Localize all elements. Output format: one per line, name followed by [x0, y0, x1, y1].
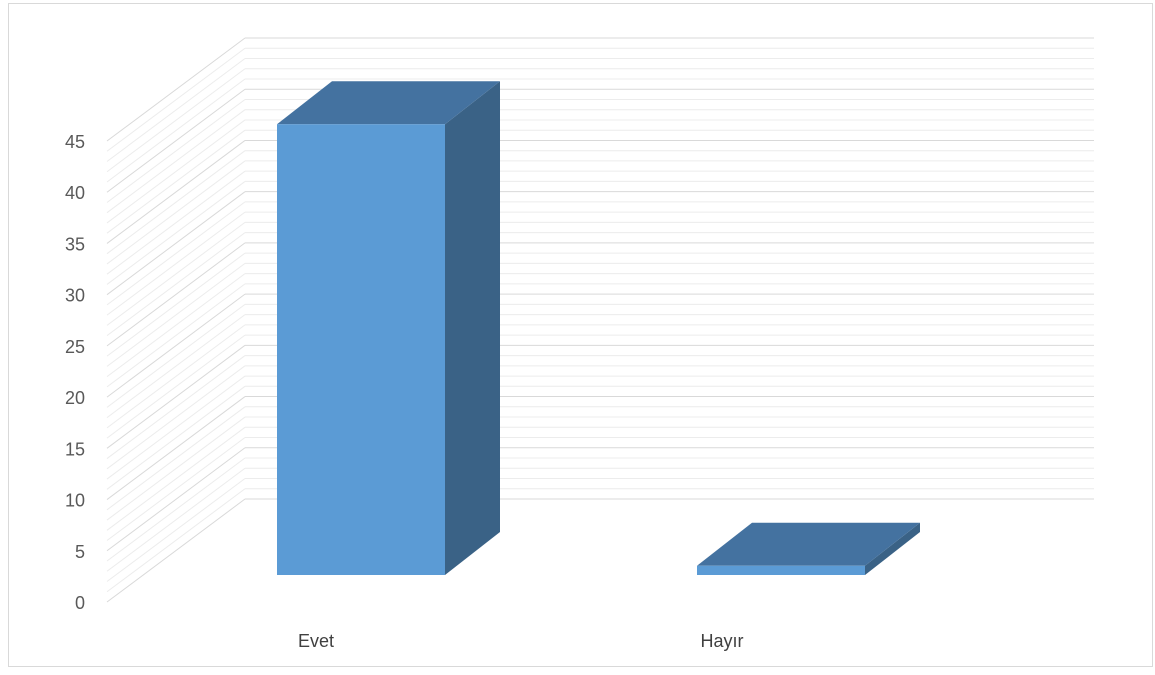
grid-line-minor [106, 181, 246, 285]
grid-line-minor [106, 109, 246, 214]
y-tick-label: 45 [65, 132, 85, 152]
grid-line-minor [106, 160, 246, 265]
grid-line-major [106, 140, 246, 244]
grid-line-minor [106, 314, 246, 419]
bar-side-face [445, 81, 500, 575]
grid-line-minor [106, 221, 246, 326]
grid-line-minor [106, 99, 246, 203]
y-tick-label: 35 [65, 234, 85, 254]
y-tick-label: 15 [65, 439, 85, 459]
grid-line-minor [106, 488, 246, 593]
grid-line-major [106, 396, 246, 500]
grid-line-minor [106, 262, 246, 367]
bar-evet [277, 81, 500, 575]
y-axis-ticks: 0 5 10 15 20 25 30 35 40 45 [65, 132, 85, 613]
bar-hayır [697, 522, 920, 575]
bar-front-face [697, 565, 865, 575]
grid-line-minor [106, 211, 246, 316]
grid-line-minor [106, 334, 246, 439]
grid-line-minor [106, 58, 246, 162]
grid-line-minor [106, 426, 246, 531]
grid-line-minor [106, 355, 246, 459]
grid-line-minor [106, 478, 246, 582]
y-tick-label: 10 [65, 491, 85, 511]
grid-line-minor [106, 406, 246, 511]
y-tick-label: 20 [65, 388, 85, 408]
y-tick-label: 0 [75, 593, 85, 613]
grid-line-minor [106, 437, 246, 541]
grid-line-minor [106, 365, 246, 470]
y-tick-label: 25 [65, 337, 85, 357]
grid-line-minor [106, 283, 246, 388]
y-tick-label: 5 [75, 542, 85, 562]
bar-chart: 0 5 10 15 20 25 30 35 40 45 Evet Hayır [65, 37, 1094, 651]
x-category-label: Hayır [700, 631, 743, 651]
bar-front-face [277, 124, 445, 575]
grid-line-minor [106, 78, 246, 183]
grid-line-minor [106, 416, 246, 521]
grid-line-minor [106, 150, 246, 255]
grid-layer [106, 37, 1094, 603]
grid-line-minor [106, 129, 246, 234]
grid-line-minor [106, 303, 246, 408]
grid-line-minor [106, 457, 246, 562]
grid-line-minor [106, 119, 246, 224]
grid-line-minor [106, 232, 246, 337]
grid-line-minor [106, 375, 246, 480]
chart-area: 0 5 10 15 20 25 30 35 40 45 Evet Hayır [8, 3, 1153, 667]
grid-line-minor [106, 201, 246, 306]
grid-line-minor [106, 467, 246, 572]
grid-line-major [106, 293, 246, 398]
grid-line-major [106, 37, 246, 142]
grid-line-major [106, 447, 246, 552]
y-tick-label: 40 [65, 183, 85, 203]
grid-line-major [106, 242, 246, 347]
bar-top-face [277, 81, 500, 125]
bar-side-face [865, 522, 920, 575]
grid-line-major [106, 498, 246, 603]
grid-line-minor [106, 324, 246, 429]
x-category-label: Evet [298, 631, 334, 651]
grid-line-minor [106, 273, 246, 378]
bar-top-face [697, 522, 920, 566]
grid-line-major [106, 88, 246, 193]
grid-line-major [106, 344, 246, 449]
y-tick-label: 30 [65, 286, 85, 306]
grid-line-minor [106, 68, 246, 173]
bars [277, 81, 920, 575]
grid-line-minor [106, 385, 246, 490]
grid-line-major [106, 191, 246, 296]
x-axis-categories: Evet Hayır [298, 631, 744, 651]
grid-line-minor [106, 252, 246, 357]
grid-line-minor [106, 170, 246, 275]
grid-line-minor [106, 47, 246, 152]
